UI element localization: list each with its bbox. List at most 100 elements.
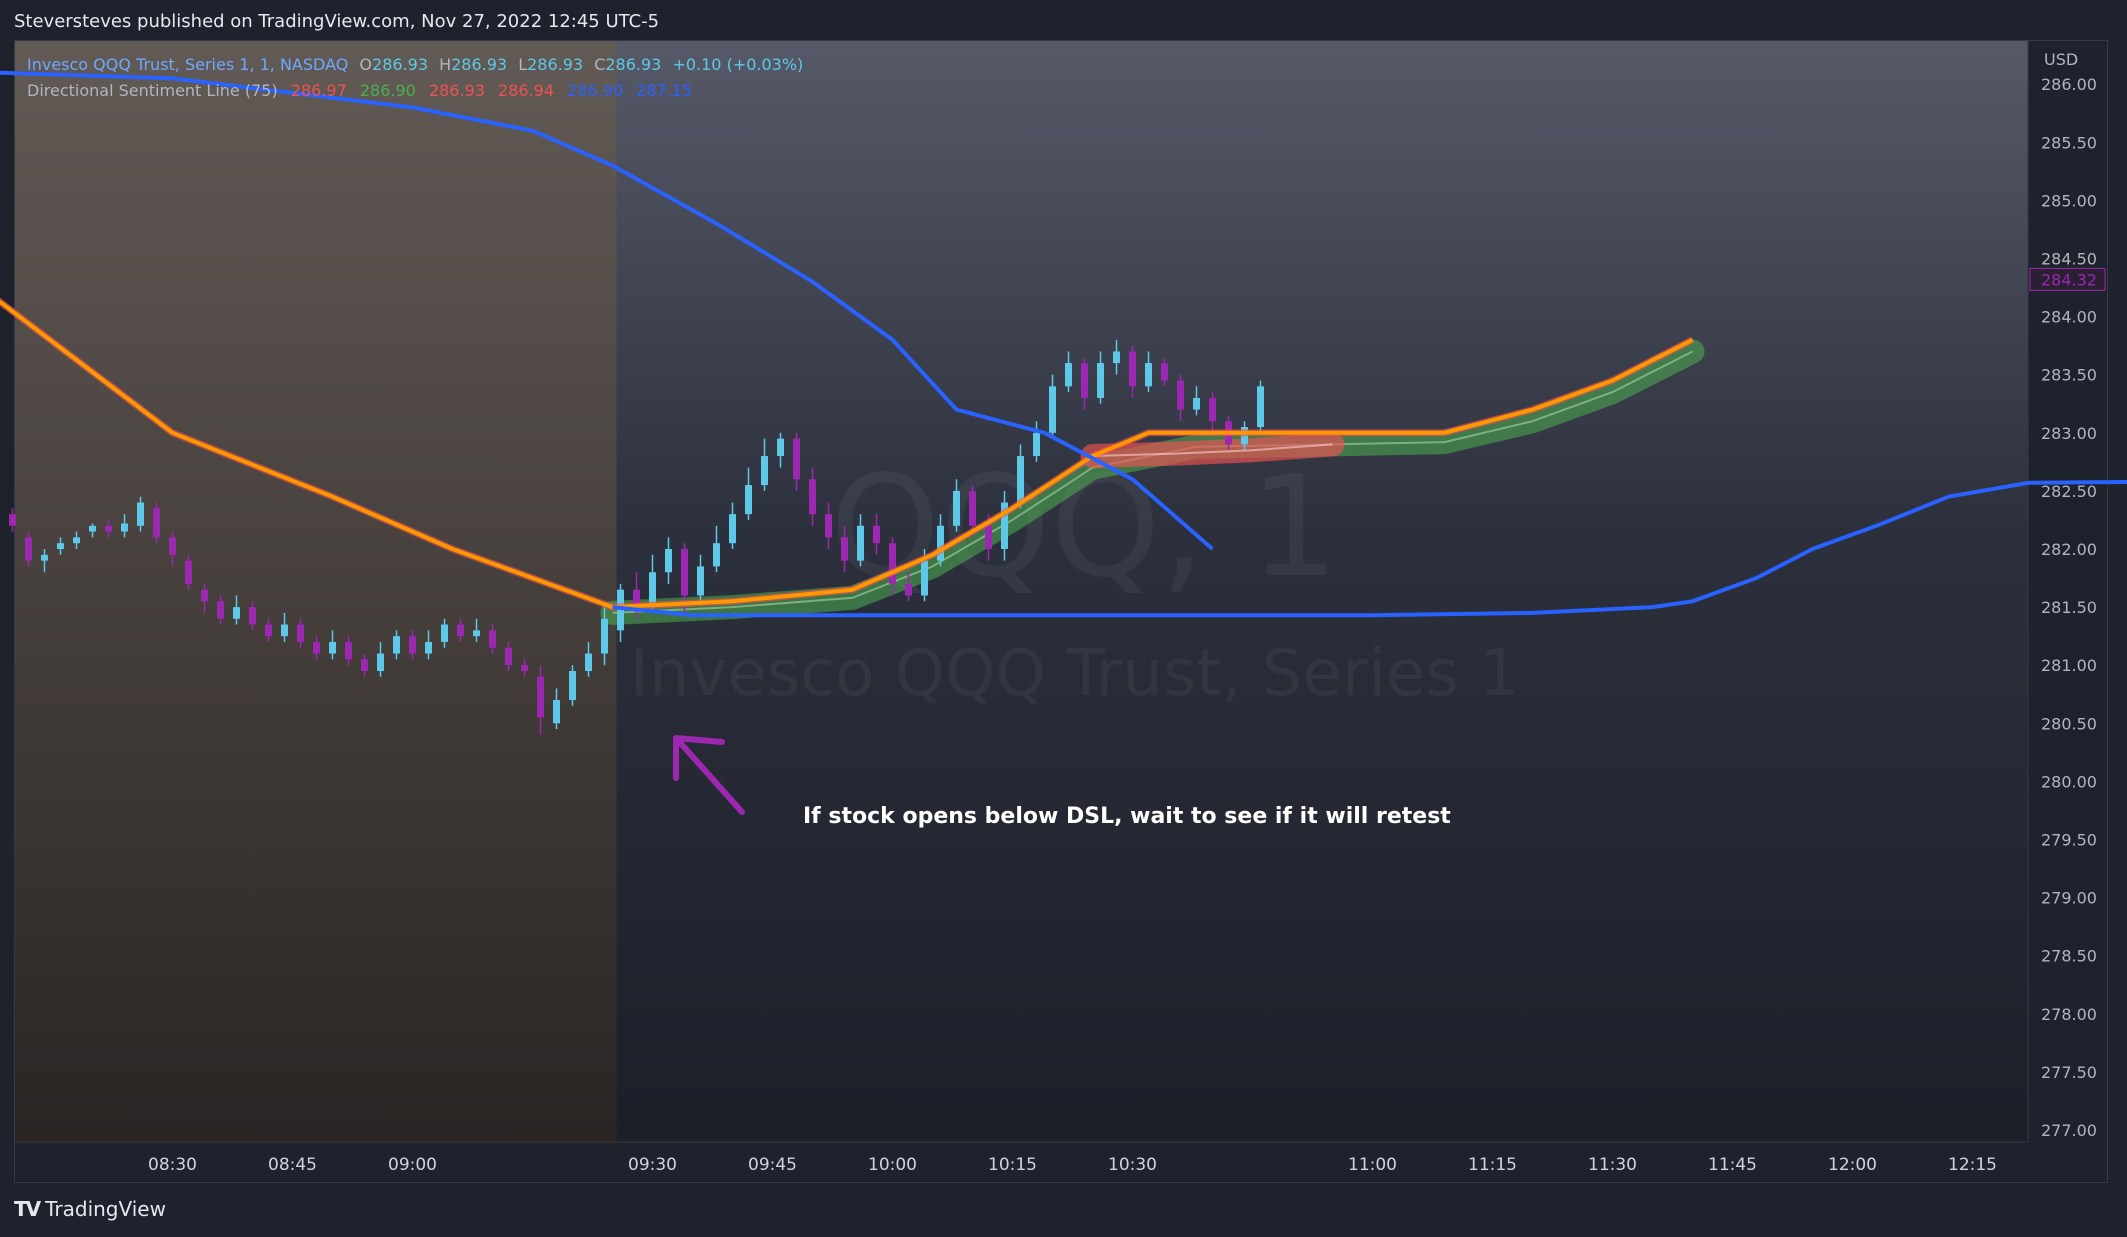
candle-body bbox=[1161, 363, 1168, 381]
tradingview-logo-icon: TV bbox=[14, 1197, 41, 1221]
candle-body bbox=[777, 438, 784, 457]
legend-close-value: 286.93 bbox=[605, 55, 662, 74]
candle-body bbox=[1193, 397, 1200, 410]
indicator-value-1: 286.97 bbox=[290, 81, 347, 100]
candle-body bbox=[553, 700, 560, 724]
tradingview-logo[interactable]: TV TradingView bbox=[14, 1197, 166, 1221]
y-tick-label: 281.50 bbox=[2041, 598, 2097, 617]
candle-body bbox=[217, 601, 224, 619]
candle-body bbox=[921, 560, 928, 596]
red-band-line bbox=[1092, 443, 1333, 457]
x-tick-label: 12:15 bbox=[1948, 1155, 1997, 1175]
candle-body bbox=[761, 456, 768, 486]
candle-body bbox=[889, 543, 896, 584]
candle-body bbox=[249, 607, 256, 625]
candle-body bbox=[809, 479, 816, 515]
x-tick-label: 10:30 bbox=[1108, 1155, 1157, 1175]
candle-body bbox=[9, 514, 16, 526]
candle-body bbox=[537, 676, 544, 718]
blue-line bbox=[0, 70, 1214, 551]
candle-body bbox=[1257, 386, 1264, 427]
x-tick-label: 09:00 bbox=[388, 1155, 437, 1175]
y-tick-label: 284.00 bbox=[2041, 308, 2097, 327]
candle-body bbox=[1017, 456, 1024, 503]
chart-legend: Invesco QQQ Trust, Series 1, 1, NASDAQ O… bbox=[27, 52, 803, 104]
candle-body bbox=[361, 659, 368, 672]
y-tick-label: 278.50 bbox=[2041, 947, 2097, 966]
legend-symbol-row: Invesco QQQ Trust, Series 1, 1, NASDAQ O… bbox=[27, 52, 803, 78]
candle-body bbox=[457, 624, 464, 637]
candle-body bbox=[681, 549, 688, 596]
candle-body bbox=[873, 525, 880, 544]
indicator-value-4: 286.94 bbox=[498, 81, 554, 100]
chart-frame bbox=[14, 40, 2108, 1183]
candle-body bbox=[409, 636, 416, 654]
price-axis[interactable] bbox=[2028, 41, 2107, 1142]
top-bar: Steversteves published on TradingView.co… bbox=[0, 0, 2127, 40]
candle-body bbox=[377, 653, 384, 672]
y-tick-label: 282.50 bbox=[2041, 482, 2097, 501]
candle-body bbox=[969, 490, 976, 526]
candle-body bbox=[153, 508, 160, 538]
legend-close-label: C bbox=[594, 55, 606, 74]
candle-body bbox=[601, 618, 608, 654]
candle-body bbox=[281, 624, 288, 637]
blue-line bbox=[612, 479, 2127, 618]
legend-indicator-title[interactable]: Directional Sentiment Line (75) bbox=[27, 81, 278, 100]
y-tick-label: 285.00 bbox=[2041, 191, 2097, 210]
indicator-value-2: 286.90 bbox=[359, 81, 416, 100]
candle-body bbox=[585, 653, 592, 672]
candle-body bbox=[185, 560, 192, 584]
candle-body bbox=[1145, 363, 1152, 387]
candle-body bbox=[329, 641, 336, 654]
candle-body bbox=[745, 485, 752, 515]
candle-body bbox=[1081, 363, 1088, 398]
orange-line bbox=[0, 299, 1694, 610]
candle-body bbox=[825, 514, 832, 538]
currency-label[interactable]: USD bbox=[2044, 50, 2079, 69]
candle-body bbox=[569, 671, 576, 701]
bottom-bar bbox=[0, 1184, 2127, 1237]
last-price-label: 284.32 bbox=[2041, 270, 2097, 289]
candle-body bbox=[505, 647, 512, 666]
time-axis[interactable] bbox=[15, 1142, 2028, 1182]
legend-low-label: L bbox=[518, 55, 528, 74]
candle-body bbox=[793, 438, 800, 480]
y-tick-label: 279.50 bbox=[2041, 831, 2097, 850]
candle-body bbox=[1049, 386, 1056, 433]
candle-body bbox=[905, 583, 912, 596]
candle-body bbox=[265, 624, 272, 637]
candle-body bbox=[1129, 351, 1136, 387]
candle-body bbox=[649, 572, 656, 608]
candle-body bbox=[1097, 363, 1104, 398]
candle-body bbox=[121, 523, 128, 532]
legend-symbol-title[interactable]: Invesco QQQ Trust, Series 1, 1, NASDAQ bbox=[27, 55, 349, 74]
y-tick-label: 279.00 bbox=[2041, 889, 2097, 908]
candle-body bbox=[345, 641, 352, 660]
candle-body bbox=[297, 624, 304, 642]
annotation-arrow bbox=[673, 735, 745, 815]
candle-body bbox=[57, 543, 64, 549]
x-tick-label: 10:00 bbox=[868, 1155, 917, 1175]
candle-body bbox=[1065, 363, 1072, 387]
chart-annotation-text: If stock opens below DSL, wait to see if… bbox=[803, 804, 1451, 829]
indicator-value-6: 287.15 bbox=[636, 81, 693, 100]
candle-body bbox=[841, 537, 848, 561]
legend-high-value: 286.93 bbox=[451, 55, 508, 74]
premarket-background bbox=[15, 41, 617, 1142]
candle-body bbox=[521, 665, 528, 672]
y-tick-label: 280.00 bbox=[2041, 772, 2097, 791]
x-tick-label: 09:45 bbox=[748, 1155, 797, 1175]
candle-body bbox=[713, 543, 720, 567]
candle-body bbox=[1033, 432, 1040, 457]
candle-body bbox=[633, 589, 640, 608]
y-tick-label: 285.50 bbox=[2041, 133, 2097, 152]
x-tick-label: 11:45 bbox=[1708, 1155, 1757, 1175]
candle-body bbox=[201, 589, 208, 602]
candle-body bbox=[985, 525, 992, 549]
candle-body bbox=[313, 641, 320, 654]
x-tick-label: 11:15 bbox=[1468, 1155, 1517, 1175]
last-price-marker bbox=[2029, 267, 2106, 291]
candle-body bbox=[953, 490, 960, 526]
